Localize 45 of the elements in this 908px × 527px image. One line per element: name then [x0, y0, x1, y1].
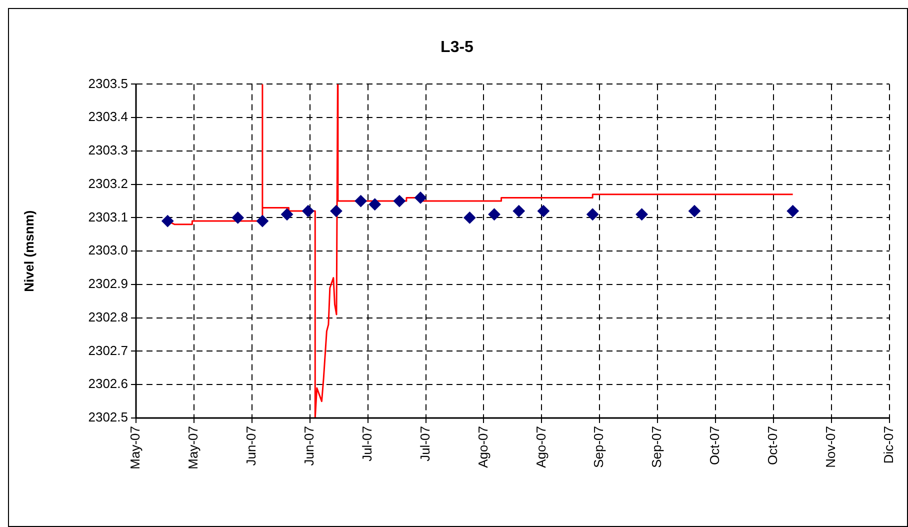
- x-tick-label: May-07: [128, 426, 143, 470]
- point: [537, 205, 550, 218]
- y-tick-label: 2302.9: [88, 276, 128, 292]
- point: [464, 212, 476, 224]
- y-tick-label: 2303.0: [88, 242, 128, 258]
- y-tick-label: 2302.6: [88, 376, 128, 392]
- x-tick-label: Ago-07: [533, 426, 548, 468]
- y-tick-label: 2303.4: [88, 109, 128, 124]
- x-tick-label: Jul-07: [359, 426, 374, 462]
- y-tick-label: 2302.5: [88, 410, 128, 425]
- point: [302, 205, 314, 218]
- point: [281, 208, 294, 220]
- point: [414, 192, 426, 204]
- point: [256, 215, 268, 228]
- point: [162, 215, 174, 228]
- x-tick-label: Jun-07: [301, 426, 316, 466]
- y-tick-label: 2302.8: [88, 309, 128, 324]
- point: [368, 198, 381, 210]
- point: [354, 195, 367, 208]
- x-tick-label: Nov-07: [823, 426, 838, 468]
- x-tick-label: Sep-07: [591, 426, 606, 468]
- point: [330, 205, 342, 218]
- point: [786, 205, 799, 218]
- y-axis-title: Nivel (msnm): [21, 210, 36, 292]
- x-tick-label: May-07: [186, 426, 201, 470]
- point: [232, 212, 244, 224]
- x-tick-label: Ago-07: [475, 426, 490, 468]
- x-tick-label: Oct-07: [707, 426, 722, 466]
- y-tick-label: 2303.2: [88, 176, 128, 191]
- point: [393, 195, 406, 208]
- y-tick-label: 2303.5: [88, 76, 128, 91]
- point: [688, 205, 700, 218]
- y-tick-label: 2302.7: [88, 342, 128, 358]
- chart-title: L3-5: [440, 39, 474, 56]
- point: [512, 205, 525, 218]
- y-tick-label: 2303.3: [88, 142, 128, 158]
- y-tick-label: 2303.1: [88, 209, 128, 224]
- x-tick-label: Sep-07: [649, 426, 664, 468]
- point: [636, 208, 648, 220]
- x-tick-label: Jul-07: [417, 426, 432, 462]
- x-tick-label: Jun-07: [243, 426, 258, 466]
- x-tick-label: Dic-07: [880, 426, 896, 464]
- point: [586, 208, 599, 220]
- x-tick-label: Oct-07: [765, 426, 780, 466]
- point: [488, 208, 500, 220]
